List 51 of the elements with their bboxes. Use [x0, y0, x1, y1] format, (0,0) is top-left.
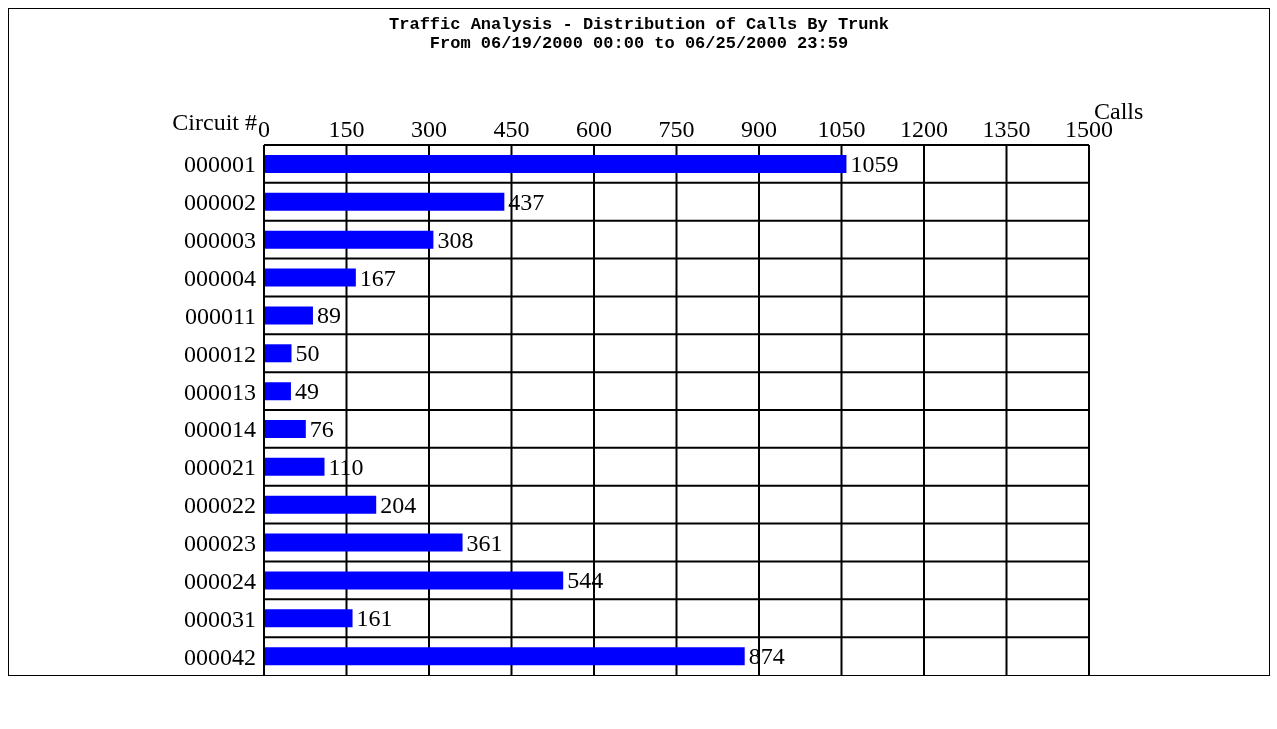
- y-tick-label: 000022: [184, 492, 256, 519]
- x-tick-label: 1050: [817, 116, 866, 142]
- x-tick-label: 750: [658, 116, 695, 142]
- bar: [264, 382, 291, 401]
- y-tick-label: 000023: [184, 530, 256, 557]
- data-label: 89: [316, 302, 341, 329]
- bar: [264, 647, 745, 666]
- x-tick-label: 300: [411, 116, 447, 142]
- y-tick-label: 000021: [184, 454, 256, 481]
- y-tick-label: 000024: [184, 567, 256, 594]
- bar: [264, 533, 463, 552]
- chart-subtitle: From 06/19/2000 00:00 to 06/25/2000 23:59: [428, 34, 850, 53]
- x-tick-label: 150: [328, 116, 365, 142]
- x-tick-label: 450: [493, 116, 530, 142]
- y-tick-label: 000042: [184, 643, 256, 670]
- bar: [264, 230, 434, 249]
- data-label: 1059: [850, 151, 899, 177]
- bar: [264, 571, 564, 590]
- data-label: 49: [294, 378, 319, 405]
- data-label: 50: [295, 340, 320, 367]
- bar: [264, 306, 313, 325]
- data-label: 361: [466, 529, 503, 556]
- bar: [264, 609, 353, 628]
- data-label: 308: [437, 226, 474, 253]
- y-tick-label: 000014: [184, 416, 256, 443]
- x-tick-label: 900: [741, 116, 777, 142]
- y-tick-label: 000031: [184, 605, 256, 632]
- x-tick-label: 0: [258, 116, 270, 142]
- y-tick-label: 000012: [184, 340, 256, 367]
- x-tick-label: 1200: [900, 116, 948, 142]
- y-tick-label: 000003: [184, 227, 256, 254]
- x-tick-label: 1350: [982, 116, 1031, 142]
- y-tick-label: 000004: [184, 265, 256, 292]
- y-tick-label: 000002: [184, 189, 256, 216]
- bar: [264, 268, 356, 287]
- data-label: 167: [359, 264, 396, 291]
- bar: [264, 192, 505, 211]
- data-label: 161: [356, 605, 393, 632]
- bar: [264, 420, 306, 438]
- y-tick-label: 000011: [184, 302, 256, 329]
- bar: [264, 495, 377, 514]
- y-axis-title: Circuit #: [171, 109, 257, 136]
- chart-title: Traffic Analysis - Distribution of Calls By Trunk: [388, 15, 890, 34]
- bar: [264, 155, 847, 173]
- y-tick-label: 000001: [184, 151, 256, 178]
- x-tick-label: 600: [576, 116, 612, 142]
- y-tick-label: 000013: [184, 378, 256, 405]
- bar: [264, 344, 292, 363]
- bar: [264, 457, 325, 476]
- data-label: 204: [380, 491, 417, 518]
- data-label: 76: [309, 416, 334, 442]
